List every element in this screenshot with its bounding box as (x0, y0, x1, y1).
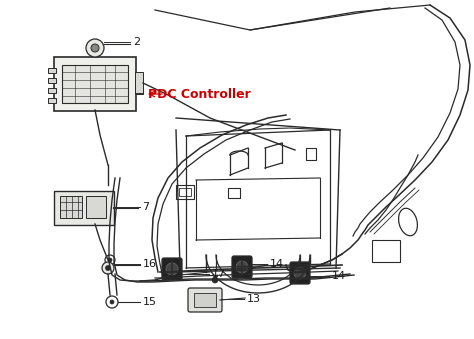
Text: 16: 16 (143, 259, 157, 269)
Bar (372, 240, 400, 262)
Bar (135, 72, 143, 94)
Text: 14: 14 (270, 259, 284, 269)
Bar (179, 188, 191, 196)
FancyBboxPatch shape (162, 258, 182, 280)
Text: 13: 13 (247, 294, 261, 304)
Circle shape (106, 265, 110, 271)
Bar (48, 68, 56, 73)
FancyBboxPatch shape (290, 262, 310, 284)
Circle shape (236, 261, 248, 273)
Text: 14: 14 (332, 271, 346, 281)
Text: 7: 7 (142, 202, 149, 212)
Bar (60, 196, 82, 218)
Bar (306, 148, 316, 160)
Text: 2: 2 (133, 37, 140, 47)
Bar (194, 293, 216, 307)
Circle shape (212, 277, 218, 283)
Circle shape (166, 263, 178, 275)
Circle shape (91, 44, 99, 52)
Text: 17: 17 (212, 269, 226, 279)
Circle shape (102, 262, 114, 274)
Bar (48, 78, 56, 83)
FancyBboxPatch shape (54, 57, 136, 111)
Bar (86, 196, 106, 218)
Bar (48, 88, 56, 93)
Circle shape (108, 258, 112, 262)
FancyBboxPatch shape (232, 256, 252, 278)
FancyBboxPatch shape (54, 191, 114, 225)
Circle shape (86, 39, 104, 57)
FancyBboxPatch shape (188, 288, 222, 312)
Text: 15: 15 (143, 297, 157, 307)
Bar (48, 98, 56, 103)
Bar (228, 188, 240, 198)
Circle shape (294, 267, 306, 279)
Bar (62, 65, 128, 103)
Text: PDC Controller: PDC Controller (148, 87, 251, 100)
Bar (176, 185, 194, 199)
Circle shape (110, 300, 114, 304)
